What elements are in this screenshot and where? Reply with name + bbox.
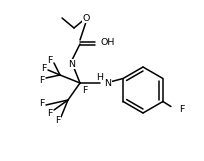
- Text: F: F: [39, 76, 44, 85]
- Text: F: F: [47, 56, 52, 65]
- Text: N: N: [103, 79, 110, 87]
- Text: F: F: [41, 63, 47, 72]
- Text: N: N: [68, 60, 75, 68]
- Text: O: O: [82, 14, 89, 23]
- Text: F: F: [39, 99, 44, 108]
- Text: F: F: [178, 105, 183, 114]
- Text: F: F: [47, 109, 52, 118]
- Text: F: F: [55, 115, 60, 124]
- Text: OH: OH: [101, 38, 115, 47]
- Text: F: F: [82, 85, 87, 95]
- Text: H: H: [96, 72, 103, 81]
